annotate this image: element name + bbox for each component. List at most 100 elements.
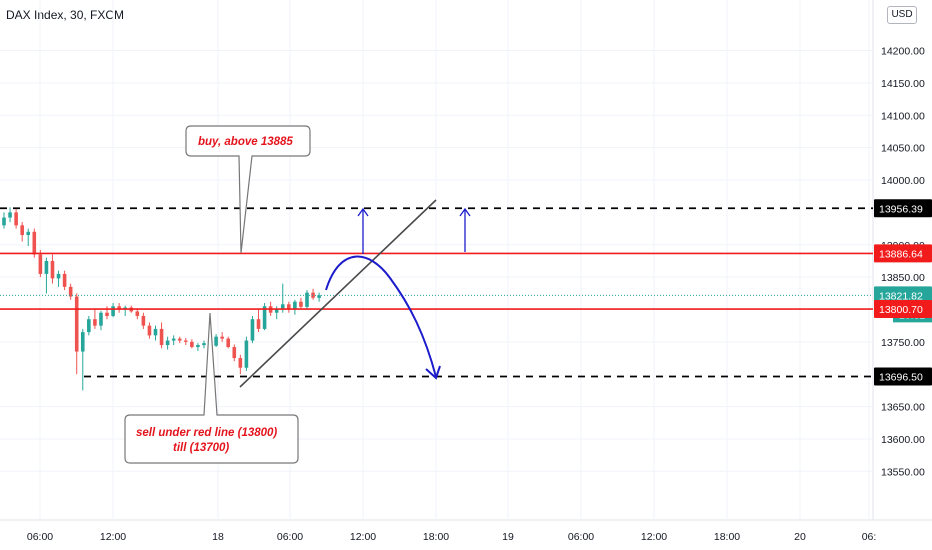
candle xyxy=(184,337,188,346)
candle-body xyxy=(305,292,309,307)
candle xyxy=(220,332,224,342)
candle xyxy=(56,270,61,287)
candle-body xyxy=(8,212,12,218)
sell-line-tag xyxy=(874,300,932,319)
candles xyxy=(2,207,321,391)
currency-button[interactable]: USD xyxy=(887,6,917,24)
candle-body xyxy=(280,304,285,310)
candle-body xyxy=(56,273,61,279)
candle-body xyxy=(214,336,218,346)
candle xyxy=(117,303,121,313)
candle xyxy=(226,336,231,349)
y-tick-label: 13600.00 xyxy=(881,434,925,446)
y-tick-label: 14100.00 xyxy=(881,110,925,122)
x-tick-label: 06:00 xyxy=(277,531,303,543)
candle-body xyxy=(196,345,200,348)
candle-body xyxy=(153,328,158,336)
candle-body xyxy=(177,338,182,341)
candle xyxy=(44,257,49,294)
time-axis[interactable]: 06:00 12:00 18 06:00 12:00 18:00 19 06:00 12:00 1… xyxy=(27,531,876,543)
candle xyxy=(311,288,315,300)
candle-body xyxy=(232,347,237,359)
candle-body xyxy=(38,254,43,274)
candle xyxy=(202,340,206,349)
candle xyxy=(287,301,291,313)
candle xyxy=(256,309,261,333)
candle xyxy=(244,336,249,371)
last-price-tag xyxy=(874,286,932,305)
candle-body xyxy=(250,319,255,341)
candle-body xyxy=(202,343,206,346)
y-tick-label: 14200.00 xyxy=(881,46,925,58)
buy-line-tag xyxy=(874,244,932,263)
support-tag-label: 13696.50 xyxy=(879,371,923,383)
candle-body xyxy=(190,341,194,348)
candle-body xyxy=(62,273,67,287)
support-tag xyxy=(874,367,932,386)
candle-body xyxy=(135,311,140,316)
y-tick-label: 13750.00 xyxy=(881,337,925,349)
candle-body xyxy=(20,225,24,236)
up-arrow-2-head xyxy=(459,207,471,217)
y-tick-label: 13850.00 xyxy=(881,272,925,284)
candle xyxy=(190,339,194,349)
buy-line-tag-label: 13886.64 xyxy=(879,248,923,260)
candle xyxy=(50,254,55,284)
last-price-tag-label: 13821.82 xyxy=(879,290,923,302)
projection-curve xyxy=(325,255,437,378)
candle xyxy=(2,212,6,229)
candle-body xyxy=(293,301,297,310)
candle-body xyxy=(226,338,231,348)
candle xyxy=(232,344,237,362)
x-tick-label: 18:00 xyxy=(423,531,449,543)
candle xyxy=(293,299,297,315)
candle xyxy=(105,306,109,320)
candle-body xyxy=(74,296,79,352)
x-tick-label: 20 xyxy=(794,531,806,543)
candle xyxy=(93,309,97,329)
candle-body xyxy=(105,312,109,316)
candle xyxy=(20,222,24,242)
price-tags: 13956.3913886.6413821.8210:3213800.70136… xyxy=(874,199,932,386)
candle xyxy=(38,249,43,278)
candle xyxy=(250,315,255,344)
candle xyxy=(238,354,243,375)
candle xyxy=(80,328,85,391)
resistance-tag xyxy=(874,199,932,218)
grid xyxy=(0,0,932,521)
chart-title: DAX Index, 30, FXCM xyxy=(6,8,125,22)
buy-callout xyxy=(185,125,311,254)
y-tick-label: 13650.00 xyxy=(881,402,925,414)
candle xyxy=(62,270,67,291)
x-tick-label: 06:00 xyxy=(568,531,594,543)
callouts: buy, above 13885 sell under red line (13… xyxy=(124,125,311,464)
candle-body xyxy=(80,332,85,352)
candle xyxy=(196,343,200,351)
candle-body xyxy=(165,340,170,346)
projection-arrowhead xyxy=(425,365,441,380)
candle-body xyxy=(14,212,18,226)
candle-body xyxy=(299,301,303,307)
candle xyxy=(280,283,285,313)
candle xyxy=(177,336,182,344)
candle-body xyxy=(220,336,224,339)
candle xyxy=(26,228,31,247)
sell-line-tag-label: 13800.70 xyxy=(879,304,923,316)
price-axis[interactable]: 14200.00 14150.00 14100.00 14050.00 14000.00… xyxy=(881,46,925,479)
candle xyxy=(153,325,158,341)
candle xyxy=(147,322,152,339)
y-tick-label: 13550.00 xyxy=(881,466,925,478)
y-tick-label: 14050.00 xyxy=(881,143,925,155)
candle-body xyxy=(93,319,97,326)
x-tick-label: 12:00 xyxy=(100,531,126,543)
up-arrow-1-head xyxy=(357,207,369,217)
candle-body xyxy=(159,328,164,346)
candle-body xyxy=(26,231,31,236)
candle-body xyxy=(117,306,121,310)
x-tick-label: 06:00 xyxy=(27,531,53,543)
candle-body xyxy=(50,260,55,279)
x-tick-label: 18:00 xyxy=(714,531,740,543)
candle xyxy=(87,315,91,336)
x-tick-label: 12:00 xyxy=(641,531,667,543)
